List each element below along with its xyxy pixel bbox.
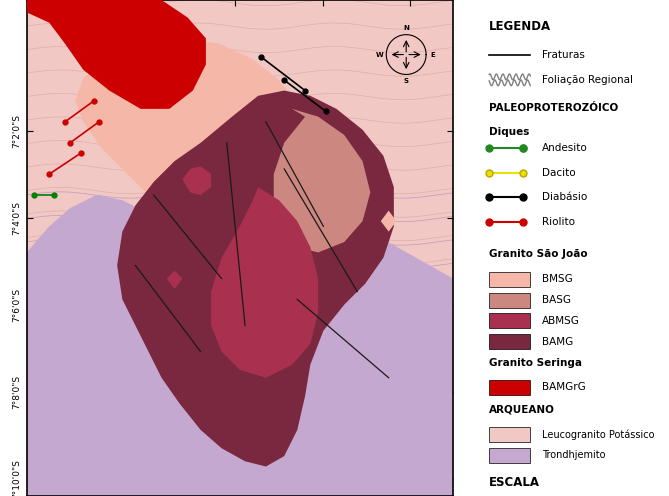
Text: Diabásio: Diabásio: [542, 192, 587, 202]
Polygon shape: [117, 91, 394, 467]
Polygon shape: [76, 38, 313, 352]
Bar: [489, 313, 531, 328]
Text: ABMSG: ABMSG: [542, 316, 579, 326]
Text: BAMGrG: BAMGrG: [542, 382, 585, 392]
Text: BASG: BASG: [542, 295, 571, 305]
Bar: [489, 380, 531, 395]
Polygon shape: [274, 109, 371, 252]
Text: Andesito: Andesito: [542, 143, 587, 153]
Text: BAMG: BAMG: [542, 337, 573, 347]
Text: PALEOPROTEROZÓICO: PALEOPROTEROZÓICO: [489, 103, 618, 113]
Bar: [489, 448, 531, 463]
Bar: [489, 334, 531, 349]
Text: Dacito: Dacito: [542, 168, 575, 178]
Polygon shape: [381, 211, 397, 232]
Polygon shape: [183, 166, 211, 195]
Text: Fraturas: Fraturas: [542, 50, 585, 60]
Text: Leucogranito Potássico: Leucogranito Potássico: [542, 429, 654, 440]
Polygon shape: [27, 0, 206, 109]
Text: ARQUEANO: ARQUEANO: [489, 405, 555, 415]
Text: BMSG: BMSG: [542, 274, 573, 284]
Text: LEGENDA: LEGENDA: [489, 20, 551, 33]
Bar: [489, 272, 531, 287]
Text: Granito São João: Granito São João: [489, 249, 588, 259]
Text: Diques: Diques: [489, 127, 530, 137]
Polygon shape: [211, 187, 318, 378]
Bar: [489, 293, 531, 308]
Text: Foliação Regional: Foliação Regional: [542, 75, 633, 85]
Text: Riolito: Riolito: [542, 217, 575, 227]
Text: ESCALA: ESCALA: [489, 476, 540, 489]
Polygon shape: [167, 271, 183, 289]
Text: Granito Seringa: Granito Seringa: [489, 358, 582, 368]
Polygon shape: [27, 195, 453, 496]
Text: Trondhjemito: Trondhjemito: [542, 450, 605, 460]
Bar: [489, 427, 531, 442]
